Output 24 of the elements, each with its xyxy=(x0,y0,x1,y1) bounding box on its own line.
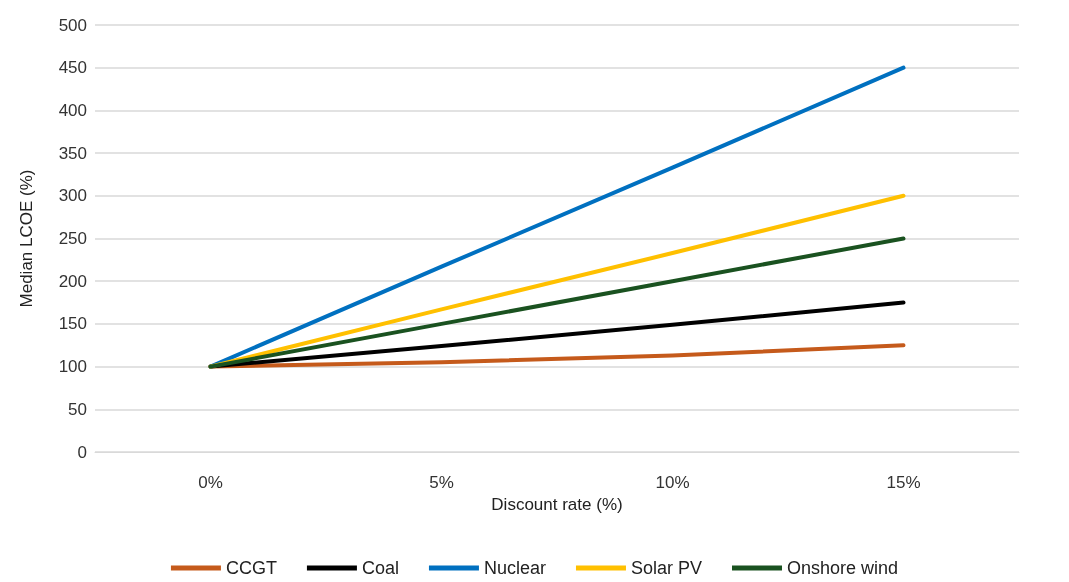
y-axis-title: Median LCOE (%) xyxy=(17,169,36,308)
y-tick-label: 400 xyxy=(58,100,87,120)
y-tick-label: 0 xyxy=(77,442,87,462)
y-tick-label: 350 xyxy=(58,143,87,163)
y-tick-label: 300 xyxy=(58,186,87,206)
y-tick-label: 200 xyxy=(58,271,87,291)
y-tick-label: 250 xyxy=(58,229,87,248)
legend-label: Onshore wind xyxy=(787,558,899,578)
x-tick-label: 5% xyxy=(429,473,454,492)
line-series xyxy=(208,300,906,369)
legend-label: CCGT xyxy=(225,558,277,578)
y-tick-label: 50 xyxy=(68,399,87,419)
line-series xyxy=(208,236,906,369)
x-axis-title: Discount rate (%) xyxy=(491,494,623,514)
x-tick-label: 0% xyxy=(198,473,223,492)
y-tick-label: 500 xyxy=(58,15,87,35)
legend-label: Coal xyxy=(361,558,399,578)
y-tick-label: 450 xyxy=(58,58,87,78)
legend-label: Solar PV xyxy=(630,558,703,578)
y-tick-label: 100 xyxy=(58,357,87,377)
x-tick-label: 10% xyxy=(655,473,690,492)
x-tick-label: 15% xyxy=(886,473,921,492)
legend-label: Nuclear xyxy=(483,558,546,578)
y-tick-label: 150 xyxy=(58,314,87,334)
